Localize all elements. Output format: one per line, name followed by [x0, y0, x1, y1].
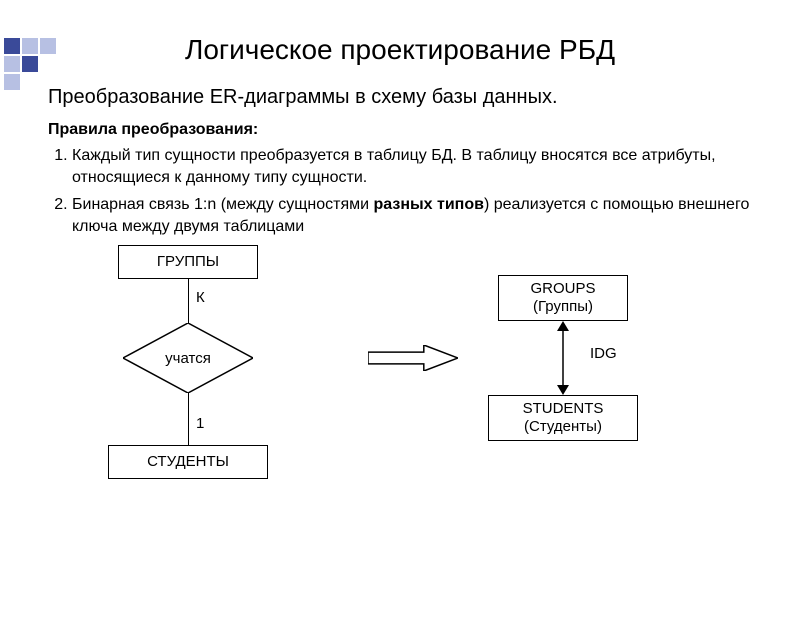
rule-item: Каждый тип сущности преобразуется в табл…: [72, 145, 752, 188]
transform-arrow-icon: [368, 345, 458, 371]
page-title: Логическое проектирование РБД: [0, 34, 800, 66]
schema-link-label: IDG: [590, 345, 617, 362]
er-relationship: учатся: [123, 323, 253, 393]
schema-table-groups: GROUPS (Группы): [498, 275, 628, 321]
er-entity-label: ГРУППЫ: [157, 253, 219, 271]
schema-table-label: STUDENTS (Студенты): [523, 400, 604, 436]
er-edge-bottom: [188, 393, 189, 445]
subtitle: Преобразование ER-диаграммы в схему базы…: [48, 86, 752, 109]
schema-table-students: STUDENTS (Студенты): [488, 395, 638, 441]
er-entity-students: СТУДЕНТЫ: [108, 445, 268, 479]
content-area: Преобразование ER-диаграммы в схему базы…: [0, 86, 800, 505]
rule-item: Бинарная связь 1:n (между сущностями раз…: [72, 194, 752, 237]
schema-link-arrow-icon: [553, 321, 573, 395]
rules-header: Правила преобразования:: [48, 121, 752, 139]
rules-list: Каждый тип сущности преобразуется в табл…: [48, 145, 752, 237]
er-cardinality-bottom: 1: [196, 415, 204, 432]
er-relationship-label: учатся: [123, 323, 253, 393]
er-entity-groups: ГРУППЫ: [118, 245, 258, 279]
schema-table-label: GROUPS (Группы): [530, 280, 595, 316]
diagram-area: ГРУППЫ К учатся 1 СТУДЕНТЫ GROUPS (Групп…: [48, 245, 752, 505]
er-entity-label: СТУДЕНТЫ: [147, 453, 229, 471]
er-cardinality-top: К: [196, 289, 205, 306]
er-edge-top: [188, 279, 189, 323]
rule-bold-span: разных типов: [374, 196, 484, 213]
rule-text: Каждый тип сущности преобразуется в табл…: [72, 147, 716, 186]
corner-decoration: [0, 34, 70, 104]
